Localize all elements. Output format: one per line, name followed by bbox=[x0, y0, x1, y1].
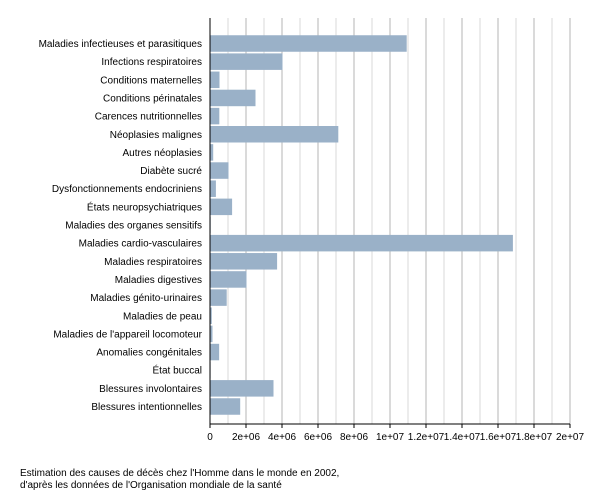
category-label: Anomalies congénitales bbox=[96, 348, 202, 359]
category-label: État buccal bbox=[153, 364, 202, 377]
category-label: Maladies de l'appareil locomoteur bbox=[53, 329, 202, 340]
x-tick-label: 1.4e+07 bbox=[444, 432, 481, 443]
category-label: Autres néoplasies bbox=[123, 148, 203, 159]
category-labels: Maladies infectieuses et parasitiques Inf… bbox=[39, 39, 203, 413]
bar bbox=[210, 343, 220, 361]
category-label: Maladies génito-urinaires bbox=[90, 293, 202, 304]
category-label: Maladies digestives bbox=[115, 275, 202, 286]
x-axis-ticks: 0 2e+06 4e+06 6e+06 8e+06 1e+07 1.2e+07 1.4e+07… bbox=[207, 424, 584, 443]
bar bbox=[210, 271, 247, 288]
bars bbox=[210, 35, 513, 415]
caption-line-2: d'après les données de l'Organisation mo… bbox=[20, 480, 282, 491]
bar bbox=[210, 307, 212, 324]
category-label: Maladies infectieuses et parasitiques bbox=[39, 39, 202, 50]
x-tick-label: 8e+06 bbox=[340, 432, 369, 443]
category-label: Blessures intentionnelles bbox=[91, 402, 202, 413]
bar bbox=[210, 325, 213, 343]
bar bbox=[210, 234, 513, 252]
category-label: Dysfonctionnements endocriniens bbox=[52, 184, 202, 195]
x-tick-label: 1e+07 bbox=[376, 432, 405, 443]
bar bbox=[210, 35, 407, 52]
category-label: Maladies des organes sensitifs bbox=[65, 221, 202, 232]
category-label: États neuropsychiatriques bbox=[87, 200, 202, 213]
caption-line-1: Estimation des causes de décès chez l'Ho… bbox=[20, 468, 340, 479]
category-label: Néoplasies malignes bbox=[110, 130, 202, 141]
x-tick-label: 2e+07 bbox=[556, 432, 585, 443]
x-tick-label: 6e+06 bbox=[304, 432, 333, 443]
bar bbox=[210, 380, 274, 397]
category-label: Maladies de peau bbox=[123, 311, 202, 322]
category-label: Maladies respiratoires bbox=[104, 257, 202, 268]
x-tick-label: 1.2e+07 bbox=[408, 432, 445, 443]
bar bbox=[210, 89, 256, 107]
bar bbox=[210, 253, 278, 270]
bar bbox=[210, 126, 339, 143]
x-tick-label: 0 bbox=[207, 432, 213, 443]
bar bbox=[210, 144, 214, 161]
category-label: Maladies cardio-vasculaires bbox=[79, 239, 202, 250]
category-label: Blessures involontaires bbox=[99, 384, 202, 395]
category-label: Carences nutritionnelles bbox=[95, 112, 202, 123]
category-label: Conditions maternelles bbox=[100, 75, 202, 86]
bar bbox=[210, 198, 233, 216]
bar bbox=[210, 53, 283, 70]
category-label: Infections respiratoires bbox=[101, 57, 202, 68]
x-tick-label: 4e+06 bbox=[268, 432, 297, 443]
chart-caption: Estimation des causes de décès chez l'Ho… bbox=[20, 468, 580, 492]
bar bbox=[210, 107, 220, 125]
bar bbox=[210, 398, 241, 415]
bar bbox=[210, 162, 229, 179]
x-tick-label: 1.8e+07 bbox=[516, 432, 553, 443]
bar bbox=[210, 289, 227, 306]
x-tick-label: 1.6e+07 bbox=[480, 432, 517, 443]
bar bbox=[210, 180, 216, 197]
category-label: Conditions périnatales bbox=[103, 93, 202, 104]
bar bbox=[210, 71, 220, 89]
category-label: Diabète sucré bbox=[140, 166, 202, 177]
grid-lines bbox=[227, 18, 571, 424]
x-tick-label: 2e+06 bbox=[232, 432, 261, 443]
